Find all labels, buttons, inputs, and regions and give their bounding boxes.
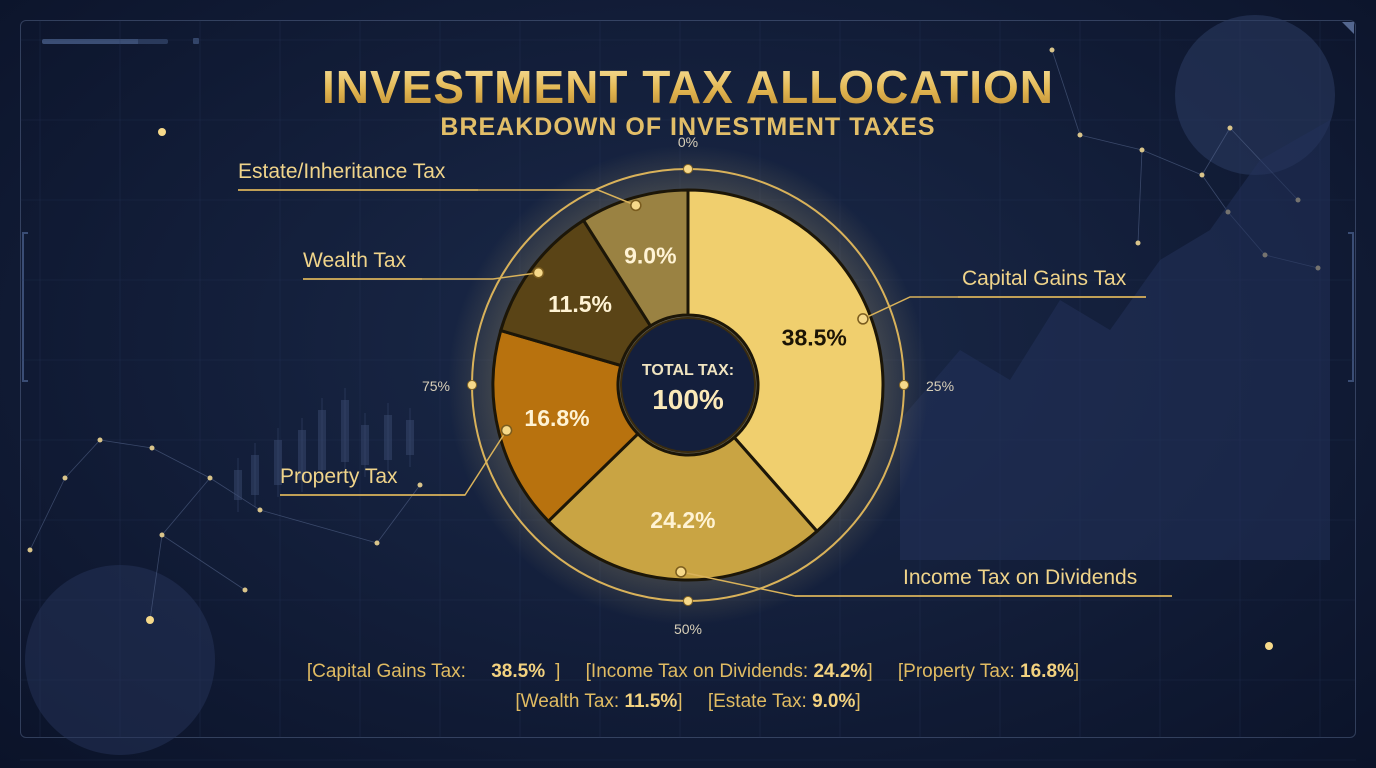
data-label: 16.8% bbox=[524, 405, 589, 431]
pie-slice-estate-inheritance-tax bbox=[581, 188, 690, 328]
network-node bbox=[149, 445, 155, 451]
legend-item: [Wealth Tax: 11.5%] bbox=[515, 691, 683, 712]
ring-tick-label: 0% bbox=[678, 134, 698, 150]
data-label: 11.5% bbox=[548, 291, 612, 317]
network-edge bbox=[259, 509, 378, 544]
glow-dot bbox=[146, 616, 154, 624]
network-node bbox=[62, 475, 68, 481]
legend-item: [Income Tax on Dividends: 24.2%] bbox=[585, 661, 873, 682]
network-node bbox=[1139, 147, 1145, 153]
network-node bbox=[1135, 240, 1141, 246]
chart-title: INVESTMENT TAX ALLOCATION bbox=[0, 60, 1376, 114]
callout-anchor-dot bbox=[675, 566, 687, 578]
network-node bbox=[1077, 132, 1083, 138]
network-edge bbox=[1079, 134, 1143, 151]
ring-tick-dot bbox=[467, 380, 477, 390]
network-node bbox=[374, 540, 380, 546]
network-node bbox=[1049, 47, 1055, 53]
category-label: Estate/Inheritance Tax bbox=[238, 160, 446, 183]
category-label: Capital Gains Tax bbox=[962, 267, 1127, 290]
network-node bbox=[417, 482, 423, 488]
legend-item: [Property Tax: 16.8%] bbox=[897, 661, 1080, 682]
data-label: 24.2% bbox=[650, 507, 715, 533]
network-edge bbox=[1141, 149, 1203, 176]
pie-slice-capital-gains-tax bbox=[686, 188, 885, 534]
network-edge bbox=[1201, 127, 1231, 176]
legend-row-1: [Capital Gains Tax: 38.5%] [Income Tax o… bbox=[0, 661, 1376, 683]
network-node bbox=[27, 547, 33, 553]
pie-slice-wealth-tax bbox=[498, 218, 653, 368]
network-edge bbox=[161, 477, 211, 536]
donut-hole bbox=[620, 317, 756, 453]
network-edge bbox=[151, 447, 211, 479]
ring-tick-dot bbox=[683, 164, 693, 174]
legend-item: [Estate Tax: 9.0%] bbox=[707, 691, 861, 712]
category-label: Wealth Tax bbox=[303, 249, 407, 272]
center-label-line2: 100% bbox=[652, 384, 724, 415]
decorative-orb bbox=[25, 565, 215, 755]
category-label: Property Tax bbox=[280, 465, 398, 488]
pie-slice-property-tax bbox=[491, 328, 641, 524]
network-edge bbox=[99, 439, 153, 449]
right-side-bracket bbox=[1348, 232, 1354, 382]
ring-tick-dot bbox=[683, 596, 693, 606]
center-label-line1: TOTAL TAX: bbox=[642, 362, 734, 379]
network-node bbox=[97, 437, 103, 443]
outer-frame bbox=[20, 20, 1356, 738]
network-edge bbox=[64, 439, 101, 479]
corner-triangle-icon bbox=[1342, 22, 1354, 34]
ring-tick-label: 50% bbox=[674, 621, 702, 637]
callout-anchor-dot bbox=[500, 424, 513, 437]
background-area-chart bbox=[900, 120, 1330, 560]
data-label: 38.5% bbox=[782, 324, 847, 350]
callout-anchor-dot bbox=[630, 199, 642, 212]
network-node bbox=[257, 507, 263, 513]
ring-tick-dot bbox=[899, 380, 909, 390]
network-node bbox=[242, 587, 248, 593]
network-node bbox=[159, 532, 165, 538]
pie-slice-income-tax-on-dividends bbox=[546, 431, 820, 582]
network-edge bbox=[1051, 49, 1081, 136]
left-side-bracket bbox=[22, 232, 28, 382]
category-label: Income Tax on Dividends bbox=[903, 566, 1137, 589]
data-label: 9.0% bbox=[624, 242, 676, 268]
decorative-corner-dot bbox=[193, 38, 199, 44]
legend-item: [Capital Gains Tax: 38.5%] bbox=[306, 661, 561, 682]
ring-tick-label: 75% bbox=[422, 378, 450, 394]
network-node bbox=[1227, 125, 1233, 131]
network-edge bbox=[1201, 174, 1229, 213]
ring-tick-label: 25% bbox=[926, 378, 954, 394]
network-edge bbox=[161, 534, 246, 591]
network-node bbox=[1199, 172, 1205, 178]
callout-anchor-dot bbox=[857, 313, 869, 325]
network-edge bbox=[149, 534, 163, 621]
decorative-orb bbox=[1175, 15, 1335, 175]
chart-subtitle: BREAKDOWN OF INVESTMENT TAXES bbox=[440, 113, 936, 141]
decorative-corner-bar bbox=[42, 39, 168, 44]
network-node bbox=[207, 475, 213, 481]
network-edge bbox=[29, 477, 66, 551]
network-edge bbox=[1137, 149, 1143, 244]
legend-row-2: [Wealth Tax: 11.5%] [Estate Tax: 9.0%] bbox=[0, 691, 1376, 713]
callout-anchor-dot bbox=[532, 266, 545, 279]
glow-dot bbox=[158, 128, 166, 136]
glow-dot bbox=[1265, 642, 1273, 650]
